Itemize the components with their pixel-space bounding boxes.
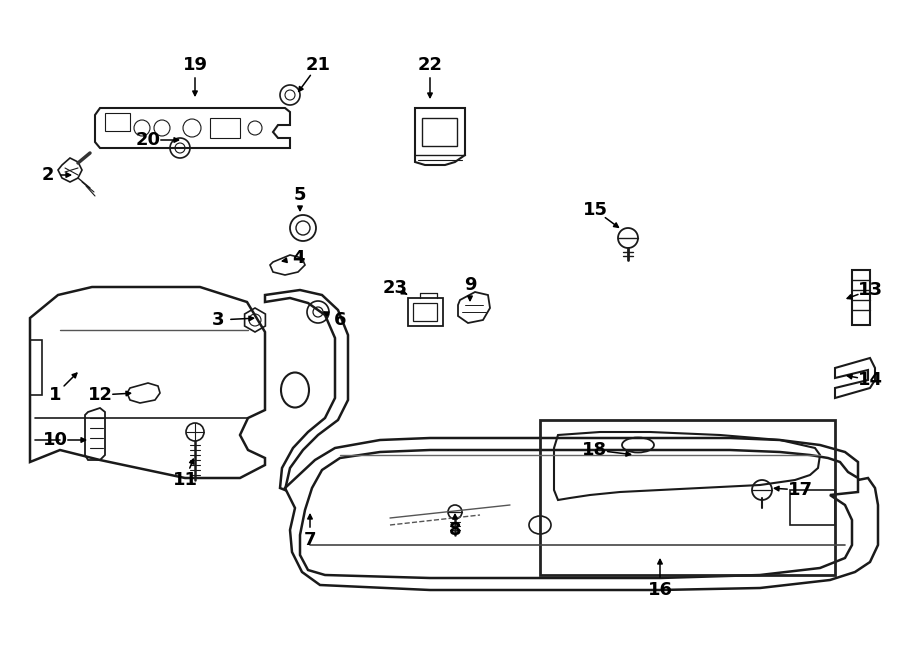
Bar bbox=[105, 113, 130, 131]
Text: 23: 23 bbox=[382, 279, 408, 297]
Text: 17: 17 bbox=[788, 481, 813, 499]
Bar bbox=[408, 298, 443, 326]
Text: 22: 22 bbox=[418, 56, 443, 74]
Bar bbox=[422, 118, 457, 146]
Bar bbox=[540, 420, 835, 575]
Bar bbox=[210, 118, 240, 138]
Text: 13: 13 bbox=[858, 281, 883, 299]
Text: 12: 12 bbox=[87, 386, 112, 404]
Text: 20: 20 bbox=[136, 131, 160, 149]
Text: 11: 11 bbox=[173, 471, 197, 489]
Text: 16: 16 bbox=[647, 581, 672, 599]
Text: 3: 3 bbox=[212, 311, 224, 329]
Text: 21: 21 bbox=[305, 56, 330, 74]
Text: 4: 4 bbox=[292, 249, 304, 267]
Bar bbox=[413, 303, 437, 321]
Text: 10: 10 bbox=[42, 431, 68, 449]
Bar bbox=[852, 270, 870, 325]
Text: 9: 9 bbox=[464, 276, 476, 294]
Text: 8: 8 bbox=[449, 521, 462, 539]
Text: 15: 15 bbox=[582, 201, 608, 219]
Text: 6: 6 bbox=[334, 311, 346, 329]
Text: 19: 19 bbox=[183, 56, 208, 74]
Text: 1: 1 bbox=[49, 386, 61, 404]
Bar bbox=[30, 340, 42, 395]
Text: 2: 2 bbox=[41, 166, 54, 184]
Text: 14: 14 bbox=[858, 371, 883, 389]
Text: 5: 5 bbox=[293, 186, 306, 204]
Text: 18: 18 bbox=[582, 441, 608, 459]
Bar bbox=[790, 490, 835, 525]
Text: 7: 7 bbox=[304, 531, 316, 549]
